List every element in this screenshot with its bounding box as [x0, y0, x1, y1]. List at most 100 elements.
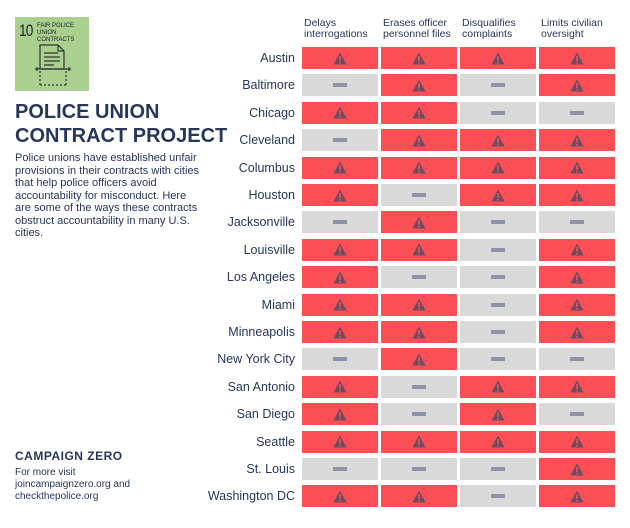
warning-icon	[570, 490, 584, 503]
warning-icon	[570, 189, 584, 202]
cell-absent	[460, 266, 536, 289]
dash-icon	[333, 357, 347, 362]
org-name: CAMPAIGN ZERO	[15, 449, 123, 463]
cell-absent	[539, 211, 615, 234]
cell-absent	[539, 403, 615, 426]
cell-present	[302, 101, 378, 124]
city-label: Washington DC	[207, 489, 295, 504]
document-icon	[35, 44, 71, 86]
dash-icon	[570, 357, 584, 362]
cell-present	[460, 375, 536, 398]
cell-present	[539, 458, 615, 480]
cell-absent	[460, 321, 536, 343]
column-header: Disqualifies complaints	[462, 17, 516, 40]
dash-icon	[412, 412, 426, 417]
dash-icon	[491, 330, 505, 334]
column-header: Limits civilian oversight	[541, 17, 603, 40]
warning-icon	[570, 243, 584, 256]
warning-icon	[412, 52, 426, 65]
cell-absent	[460, 348, 536, 371]
cell-present	[381, 129, 457, 152]
dash-icon	[491, 247, 505, 252]
cell-present	[539, 129, 615, 152]
warning-icon	[333, 298, 347, 311]
city-label: New York City	[217, 352, 295, 367]
warning-icon	[412, 243, 426, 256]
city-label: Cleveland	[239, 133, 295, 148]
cell-absent	[381, 375, 457, 398]
warning-icon	[491, 435, 505, 448]
cell-absent	[460, 293, 536, 316]
warning-icon	[412, 79, 426, 92]
warning-icon	[570, 52, 584, 65]
cell-absent	[381, 266, 457, 289]
cell-present	[381, 238, 457, 261]
city-label: Austin	[260, 51, 295, 65]
cell-absent	[539, 348, 615, 371]
cell-present	[539, 293, 615, 316]
cell-present	[460, 430, 536, 453]
warning-icon	[333, 326, 347, 339]
city-label: Jacksonville	[227, 215, 295, 230]
city-label: Chicago	[249, 105, 295, 120]
cell-present	[539, 375, 615, 398]
cell-absent	[302, 458, 378, 480]
cell-absent	[539, 101, 615, 124]
warning-icon	[333, 161, 347, 174]
cell-absent	[302, 74, 378, 97]
warning-icon	[333, 271, 347, 284]
warning-icon	[333, 435, 347, 448]
dash-icon	[333, 138, 347, 143]
warning-icon	[570, 161, 584, 174]
cell-present	[539, 238, 615, 261]
cell-present	[302, 266, 378, 289]
cell-present	[539, 321, 615, 343]
warning-icon	[570, 463, 584, 476]
logo-text: FAIR POLICE UNION CONTRACTS	[37, 23, 75, 43]
dash-icon	[491, 467, 505, 471]
dash-icon	[491, 220, 505, 225]
warning-icon	[333, 380, 347, 393]
warning-icon	[570, 435, 584, 448]
city-label: Minneapolis	[228, 325, 295, 339]
dash-icon	[412, 193, 426, 197]
city-label: Miami	[261, 297, 295, 312]
warning-icon	[570, 134, 584, 147]
dash-icon	[491, 357, 505, 362]
cell-present	[460, 156, 536, 179]
warning-icon	[491, 161, 505, 174]
cell-present	[381, 47, 457, 69]
cell-absent	[460, 74, 536, 97]
dash-icon	[491, 275, 505, 280]
warning-icon	[491, 408, 505, 421]
cell-absent	[302, 211, 378, 234]
warning-icon	[333, 490, 347, 503]
dash-icon	[491, 494, 505, 499]
cell-present	[539, 430, 615, 453]
warning-icon	[333, 243, 347, 256]
cell-present	[381, 101, 457, 124]
cell-present	[302, 485, 378, 508]
cell-present	[381, 485, 457, 508]
warning-icon	[412, 326, 426, 339]
visit-text: For more visit joincampaignzero.org and …	[15, 467, 131, 502]
warning-icon	[412, 490, 426, 503]
city-label: Columbus	[238, 160, 295, 175]
cell-absent	[381, 458, 457, 480]
cell-absent	[460, 458, 536, 480]
cell-absent	[302, 129, 378, 152]
warning-icon	[491, 52, 505, 65]
dash-icon	[412, 275, 426, 280]
cell-present	[539, 485, 615, 508]
warning-icon	[491, 134, 505, 147]
cell-present	[302, 293, 378, 316]
warning-icon	[412, 134, 426, 147]
cell-absent	[302, 348, 378, 371]
warning-icon	[412, 435, 426, 448]
cell-present	[302, 375, 378, 398]
city-label: San Diego	[236, 407, 295, 422]
warning-icon	[412, 216, 426, 229]
cell-present	[539, 266, 615, 289]
cell-present	[381, 74, 457, 97]
column-header: Erases officer personnel files	[383, 17, 451, 40]
